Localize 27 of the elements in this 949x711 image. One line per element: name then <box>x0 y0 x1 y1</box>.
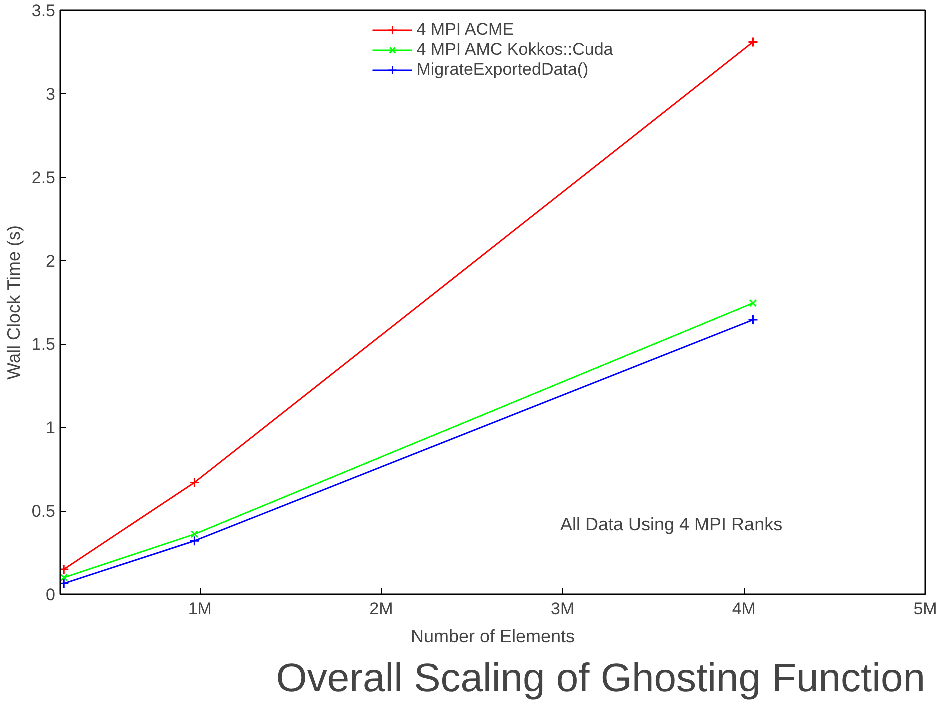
y-tick-label: 1.5 <box>32 335 56 354</box>
x-axis-title: Number of Elements <box>410 626 576 646</box>
x-tick-label: 3M <box>551 600 575 618</box>
point <box>190 530 199 538</box>
y-tick-label: 2 <box>46 252 56 271</box>
point <box>189 477 200 488</box>
point <box>60 574 68 582</box>
point <box>748 314 758 326</box>
annotation: All Data Using 4 MPI Ranks <box>560 514 783 534</box>
x-tick-label: 5M <box>914 600 938 618</box>
legend-label: 4 MPI AMC Kokkos::Cuda <box>416 40 614 60</box>
y-axis-title: Wall Clock Time (s) <box>4 225 24 380</box>
legend-label: MigrateExportedData() <box>416 60 589 80</box>
point <box>748 36 758 48</box>
y-tick-label: 0.5 <box>32 502 56 522</box>
y-tick-label: 1 <box>46 418 56 438</box>
x-tick-label: 1M <box>188 600 212 618</box>
y-tick-label: 0 <box>46 586 56 604</box>
legend-label: 4 MPI ACME <box>416 20 514 40</box>
y-tick-label: 3.5 <box>32 2 56 20</box>
point <box>189 536 200 546</box>
x-tick-label: 2M <box>370 600 394 618</box>
y-tick-label: 3 <box>46 84 56 104</box>
y-tick-label: 2.5 <box>32 168 56 188</box>
text: Overall Scaling of Ghosting Function <box>276 656 926 700</box>
x-tick-label: 4M <box>732 600 756 618</box>
point <box>749 299 758 308</box>
